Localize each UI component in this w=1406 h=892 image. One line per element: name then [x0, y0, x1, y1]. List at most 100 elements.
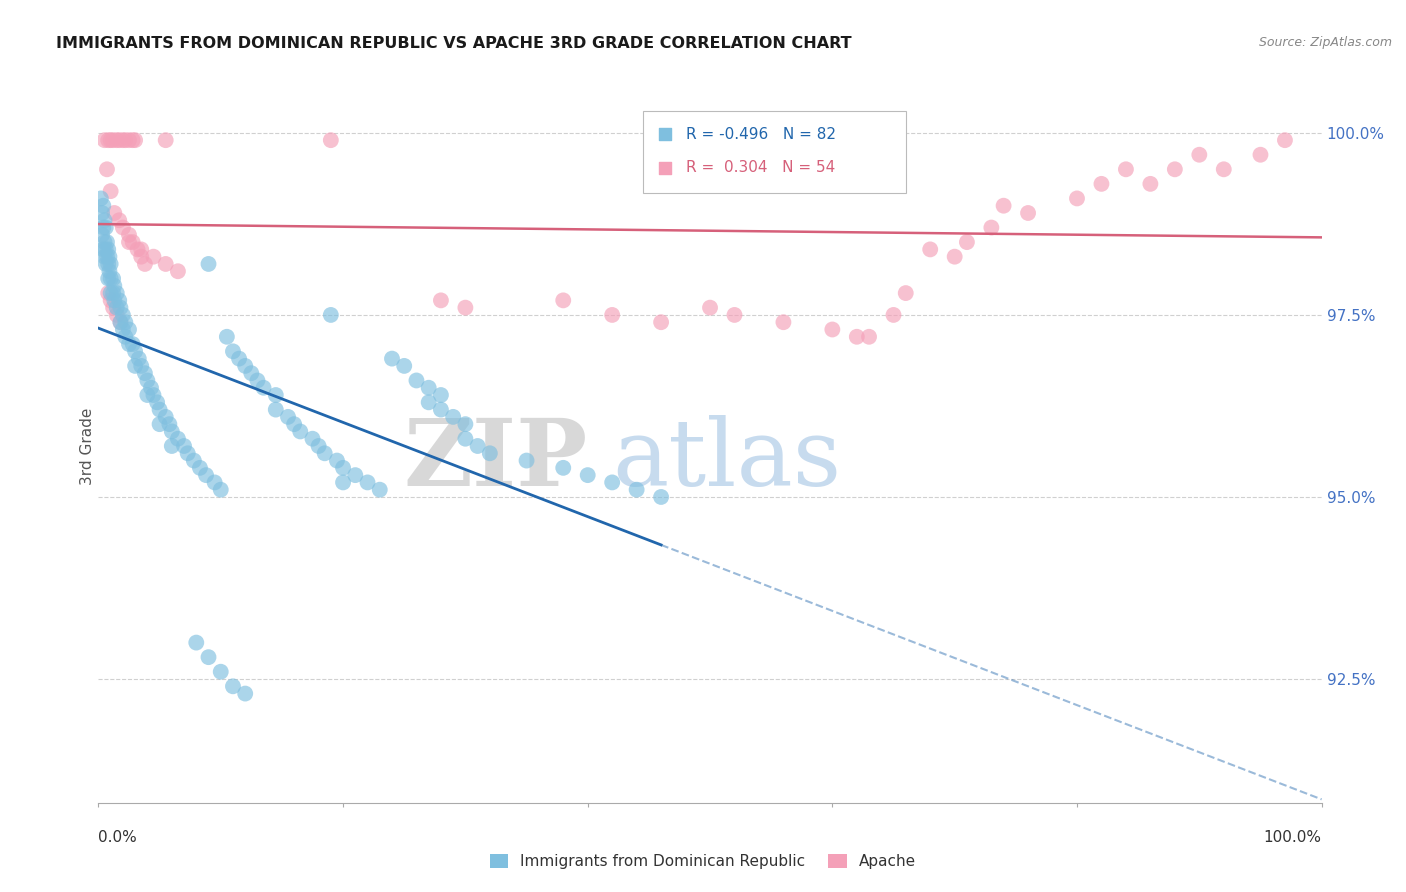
Point — [654, 584, 676, 599]
Point — [252, 381, 274, 395]
Point — [103, 293, 125, 308]
Point — [233, 359, 256, 373]
Point — [129, 250, 152, 264]
Point — [129, 359, 152, 373]
Point — [277, 409, 299, 424]
Point — [204, 475, 226, 490]
Point — [134, 257, 156, 271]
Point — [100, 133, 122, 147]
Point — [1066, 191, 1088, 205]
Point — [430, 402, 453, 417]
Point — [101, 301, 124, 315]
Point — [118, 322, 141, 336]
Point — [454, 301, 477, 315]
Point — [155, 409, 177, 424]
Point — [91, 199, 114, 213]
Point — [650, 490, 672, 504]
Point — [128, 351, 150, 366]
Point — [98, 250, 121, 264]
Point — [139, 381, 162, 395]
Point — [478, 446, 501, 460]
Point — [332, 460, 354, 475]
Point — [209, 665, 232, 679]
Point — [114, 330, 136, 344]
Point — [1274, 133, 1296, 147]
Point — [111, 133, 134, 147]
Point — [129, 243, 152, 257]
Point — [723, 308, 745, 322]
Text: 100.0%: 100.0% — [1264, 830, 1322, 845]
Text: 0.0%: 0.0% — [98, 830, 138, 845]
Point — [97, 271, 120, 285]
Point — [105, 286, 128, 301]
Point — [96, 162, 118, 177]
Point — [1164, 162, 1187, 177]
Point — [454, 417, 477, 432]
Point — [97, 133, 120, 147]
Point — [233, 687, 256, 701]
Point — [101, 133, 124, 147]
Point — [94, 243, 117, 257]
Point — [136, 374, 159, 388]
Point — [821, 322, 844, 336]
Point — [167, 432, 190, 446]
Point — [183, 453, 205, 467]
Point — [553, 460, 575, 475]
Point — [93, 213, 115, 227]
Point — [883, 308, 905, 322]
Point — [118, 337, 141, 351]
Point — [114, 315, 136, 329]
Point — [108, 213, 131, 227]
Point — [100, 286, 122, 301]
Point — [96, 235, 118, 249]
Point — [142, 388, 165, 402]
Point — [103, 206, 125, 220]
Text: atlas: atlas — [612, 416, 841, 505]
Point — [441, 409, 464, 424]
Point — [454, 432, 477, 446]
Point — [1090, 177, 1112, 191]
Point — [118, 235, 141, 249]
Point — [215, 330, 238, 344]
FancyBboxPatch shape — [643, 111, 905, 193]
Point — [105, 308, 128, 322]
Point — [418, 395, 440, 409]
Point — [173, 439, 195, 453]
Point — [1139, 177, 1161, 191]
Point — [121, 337, 143, 351]
Point — [155, 133, 177, 147]
Point — [100, 293, 122, 308]
Point — [94, 220, 117, 235]
Point — [134, 366, 156, 380]
Point — [188, 460, 211, 475]
Point — [160, 425, 183, 439]
Point — [228, 351, 250, 366]
Point — [111, 220, 134, 235]
Point — [118, 133, 141, 147]
Point — [121, 133, 143, 147]
Point — [146, 395, 169, 409]
Point — [600, 308, 623, 322]
Point — [91, 220, 114, 235]
Point — [94, 257, 117, 271]
Point — [956, 235, 979, 249]
Text: IMMIGRANTS FROM DOMINICAN REPUBLIC VS APACHE 3RD GRADE CORRELATION CHART: IMMIGRANTS FROM DOMINICAN REPUBLIC VS AP… — [56, 36, 852, 51]
Point — [105, 133, 128, 147]
Point — [90, 191, 112, 205]
Point — [319, 133, 342, 147]
Point — [240, 366, 263, 380]
Point — [943, 250, 966, 264]
Point — [108, 133, 131, 147]
Point — [91, 227, 114, 242]
Point — [356, 475, 378, 490]
Point — [160, 439, 183, 453]
Point — [111, 322, 134, 336]
Point — [96, 250, 118, 264]
Point — [93, 235, 115, 249]
Point — [418, 381, 440, 395]
Point — [246, 374, 269, 388]
Text: R = -0.496   N = 82: R = -0.496 N = 82 — [686, 127, 835, 142]
Point — [772, 315, 794, 329]
Point — [186, 635, 208, 649]
Point — [699, 301, 721, 315]
